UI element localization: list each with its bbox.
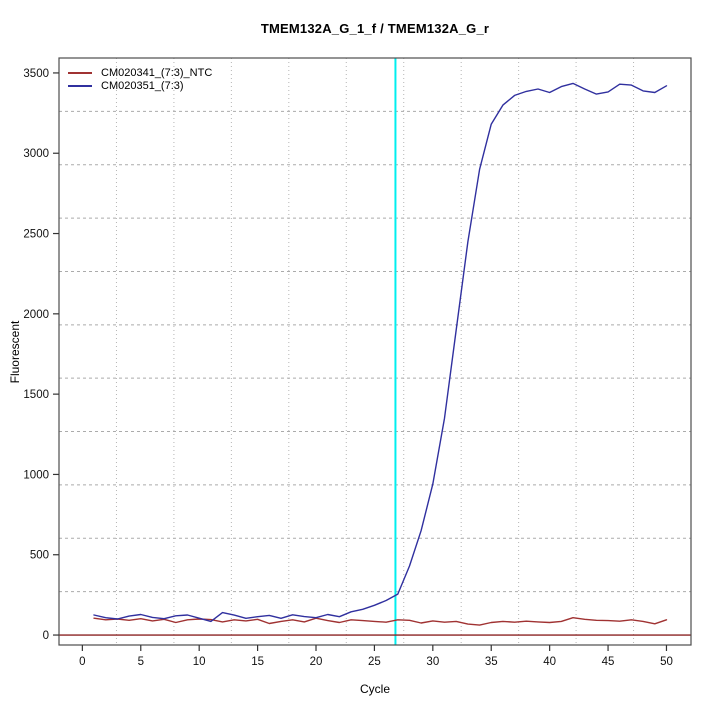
x-tick-label: 45 xyxy=(602,656,615,668)
x-tick-label: 5 xyxy=(138,656,144,668)
legend-item: CM020351_(7:3) xyxy=(68,79,212,92)
y-tick-label: 2500 xyxy=(23,229,49,241)
x-tick-label: 25 xyxy=(368,656,381,668)
x-tick-label: 30 xyxy=(426,656,439,668)
y-tick-label: 500 xyxy=(30,550,49,562)
legend-line-swatch xyxy=(68,71,92,74)
legend-item-label: CM020351_(7:3) xyxy=(101,79,184,92)
x-axis-label: Cycle xyxy=(359,682,390,696)
y-tick-label: 1500 xyxy=(23,389,49,401)
legend-line-swatch xyxy=(68,84,92,87)
plot-border xyxy=(58,57,692,646)
chart-title: TMEM132A_G_1_f / TMEM132A_G_r xyxy=(260,21,490,36)
series-line-CM020341_(7:3)_NTC xyxy=(93,617,668,626)
x-tick-label: 50 xyxy=(660,656,673,668)
x-tick-label: 40 xyxy=(543,656,556,668)
y-tick-label: 2000 xyxy=(23,309,49,321)
x-tick-label: 0 xyxy=(79,656,85,668)
x-tick-label: 15 xyxy=(251,656,264,668)
x-tick-label: 10 xyxy=(193,656,206,668)
legend: CM020341_(7:3)_NTC CM020351_(7:3) xyxy=(68,66,212,92)
y-tick-label: 0 xyxy=(43,630,49,642)
legend-item: CM020341_(7:3)_NTC xyxy=(68,66,212,79)
y-axis-label: Fluorescent xyxy=(8,320,22,384)
series-line-CM020351_(7:3) xyxy=(93,82,668,623)
y-tick-label: 1000 xyxy=(23,469,49,481)
y-tick-label: 3000 xyxy=(23,148,49,160)
x-tick-label: 35 xyxy=(485,656,498,668)
x-tick-label: 20 xyxy=(310,656,323,668)
y-tick-label: 3500 xyxy=(23,68,49,80)
legend-item-label: CM020341_(7:3)_NTC xyxy=(101,66,213,79)
